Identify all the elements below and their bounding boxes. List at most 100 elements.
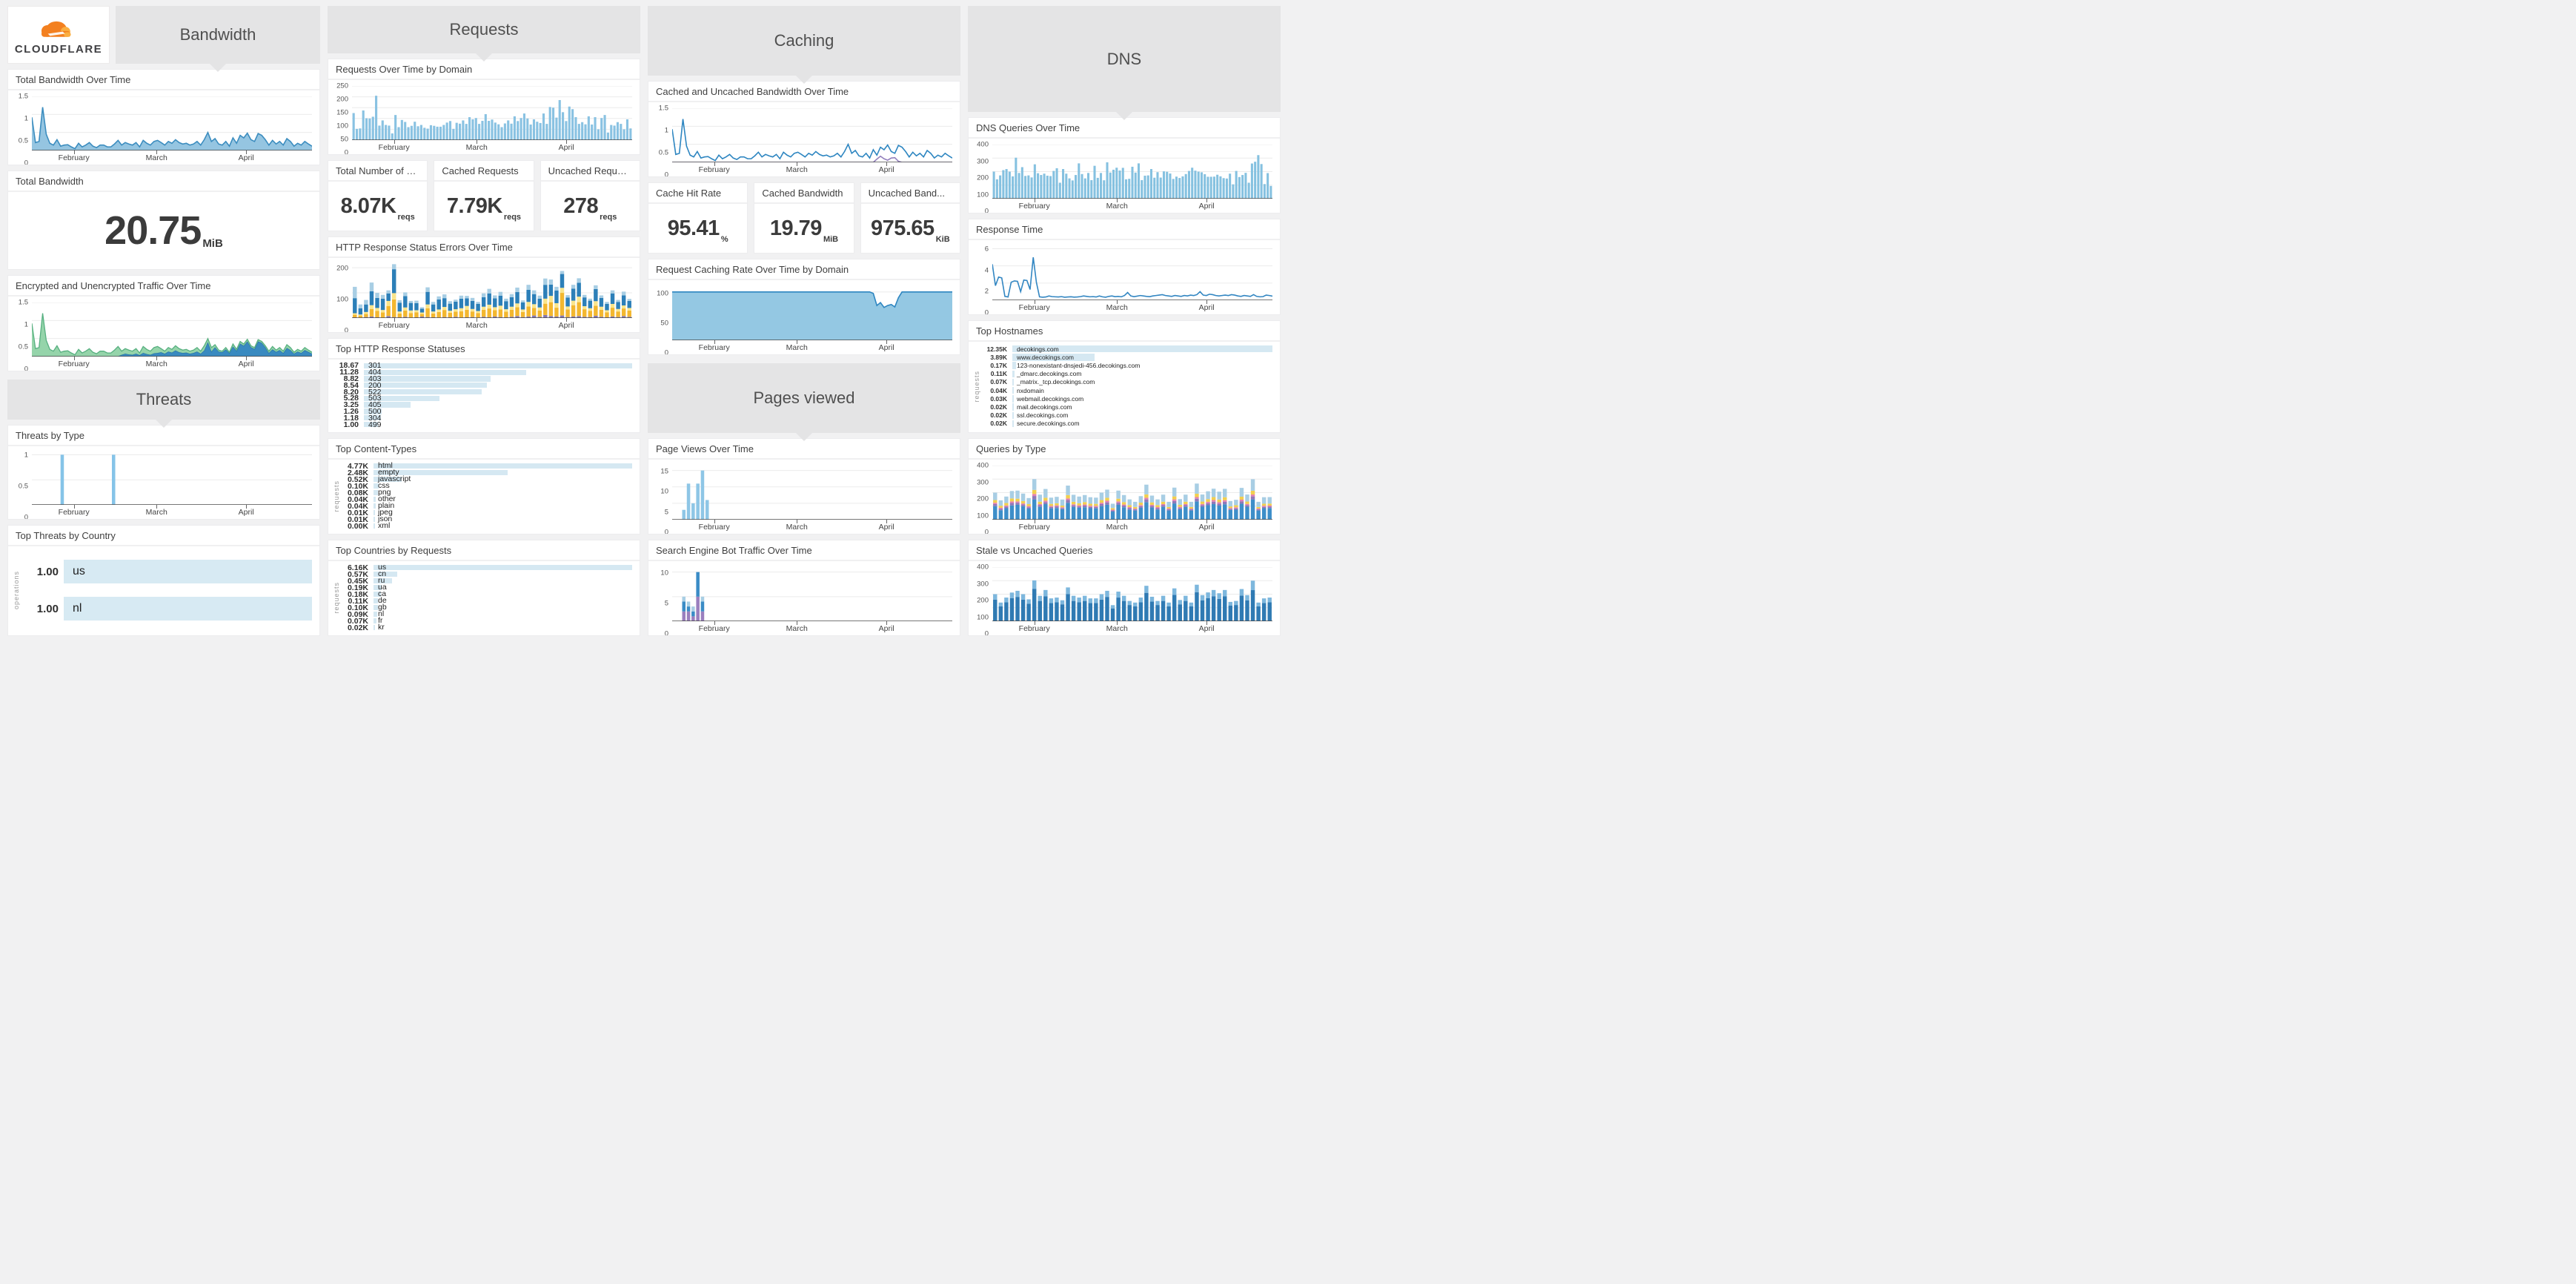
x-axis: February March April	[32, 505, 312, 517]
response-time-chart[interactable]: 6 4 2 0 February March April	[969, 240, 1280, 314]
stat-value: 278	[563, 193, 599, 218]
axis-label-text: operations	[12, 570, 20, 610]
caching-rate-chart[interactable]: 100 50 0 February March April	[648, 280, 960, 354]
row-bar-track: decokings.com	[1012, 345, 1272, 353]
panel-title: Total Bandwidth Over Time	[8, 70, 319, 90]
row-bar	[374, 584, 382, 591]
top-http-statuses-list[interactable]: 18.67 301 11.28 404 8.82 403 8.54 200 8.20 522 5.2…	[328, 360, 640, 432]
list-item: 3.25 405	[331, 400, 632, 409]
panel-top-http-statuses: Top HTTP Response Statuses 18.67 301 11.28…	[328, 338, 640, 433]
section-header-dns[interactable]: DNS	[968, 6, 1281, 112]
y-tick-label: 200	[977, 596, 989, 605]
x-axis-label: February	[58, 508, 90, 517]
row-bar	[374, 578, 393, 584]
dns-queries-chart[interactable]: 400 300 200 100 0 February March April	[969, 139, 1280, 213]
list-item: 0.45K ru	[341, 576, 632, 586]
x-tick	[1117, 520, 1118, 523]
row-label: xml	[378, 521, 391, 531]
list-item: 6.16K us	[341, 563, 632, 572]
row-value: 0.11K	[990, 370, 1007, 378]
row-label: ca	[378, 589, 387, 599]
section-header-requests[interactable]: Requests	[328, 6, 640, 53]
chart-canvas	[352, 86, 632, 140]
row-bar	[1012, 420, 1015, 428]
requests-over-time-chart[interactable]: 250 200 150 100 50 0 February March April	[328, 80, 640, 154]
x-axis-label: February	[58, 153, 90, 162]
axis-label-text: requests	[332, 480, 340, 512]
row-bar-track: _matrix._tcp.decokings.com	[1012, 378, 1272, 385]
row-bar	[64, 597, 312, 621]
row-label: nxdomain	[1017, 386, 1044, 394]
column-caching: Caching Cached and Uncached Bandwidth Ov…	[648, 6, 960, 636]
list-item: 1.00 499	[331, 420, 632, 429]
row-value: 0.02K	[347, 623, 368, 632]
row-bar	[364, 421, 379, 428]
y-tick-label: 100	[977, 191, 989, 199]
row-bar	[374, 503, 376, 509]
cached-uncached-bandwidth-chart[interactable]: 1.5 1 0.5 0 February March April	[648, 102, 960, 176]
row-label: decokings.com	[1017, 345, 1059, 353]
chart-plot	[992, 466, 1272, 520]
top-countries-list[interactable]: requests 6.16K us 0.57K cn 0.45K ru 0.19K ua 0.18…	[328, 561, 640, 635]
row-value: 1.26	[343, 406, 359, 416]
row-bar	[364, 408, 382, 414]
y-tick-label: 0	[24, 365, 28, 371]
row-bar-track: cn	[374, 569, 632, 578]
bandwidth-over-time-chart[interactable]: 1.5 1 0.5 0 February March April	[8, 90, 319, 165]
x-axis-label: April	[238, 153, 254, 162]
uncached-requests-stat: 278 reqs	[541, 182, 640, 231]
cloudflare-logo[interactable]: CLOUDFLARE	[7, 6, 110, 64]
bot-traffic-chart[interactable]: 10 5 0 February March April	[648, 561, 960, 635]
x-tick	[73, 505, 75, 509]
y-tick-label: 5	[664, 508, 668, 517]
list-item: 0.03K webmail.decokings.com	[981, 394, 1272, 403]
top-content-types-list[interactable]: requests 4.77K html 2.48K empty 0.52K javascri…	[328, 460, 640, 534]
encrypted-traffic-chart[interactable]: 1.5 1 0.5 0 February March April	[8, 297, 319, 371]
section-header-bandwidth[interactable]: Bandwidth	[116, 6, 320, 64]
row-bar-track: kr	[374, 623, 632, 632]
top-hostnames-list[interactable]: requests 12.35K decokings.com 3.89K www.deco…	[969, 342, 1280, 432]
page-views-chart[interactable]: 15 10 5 0 February March April	[648, 460, 960, 534]
queries-by-type-chart[interactable]: 400 300 200 100 0 February March April	[969, 460, 1280, 534]
stale-vs-uncached-chart[interactable]: 400 300 200 100 0 February March April	[969, 561, 1280, 635]
chart-canvas	[32, 96, 312, 150]
x-axis: February March April	[992, 520, 1272, 532]
row-bar	[364, 388, 482, 395]
x-tick	[566, 318, 568, 322]
panel-uncached-requests: Uncached Requests 278 reqs	[540, 160, 640, 231]
y-tick-label: 50	[660, 319, 668, 328]
row-bar-track: secure.decokings.com	[1012, 420, 1272, 427]
x-tick	[246, 357, 248, 360]
y-tick-label: 15	[660, 467, 668, 476]
top-threats-by-country-list[interactable]: operations 1.00 us 1.00 nl	[8, 546, 319, 635]
section-header-caching[interactable]: Caching	[648, 6, 960, 76]
stat-unit: %	[720, 235, 728, 244]
x-axis-label: February	[698, 624, 730, 633]
row-label: 304	[368, 413, 382, 423]
section-header-threats[interactable]: Threats	[7, 380, 320, 420]
x-axis-label: April	[878, 343, 894, 352]
row-bar-track: css	[374, 481, 632, 490]
threats-by-type-chart[interactable]: 1 0.5 0 February March April	[8, 446, 319, 519]
list-item: 0.18K ca	[341, 589, 632, 599]
row-bar-track: empty	[374, 468, 632, 477]
row-value: 11.28	[339, 368, 359, 377]
row-bar-track: 405	[364, 400, 632, 409]
x-tick	[1206, 300, 1208, 304]
x-axis: February March April	[672, 162, 952, 175]
row-label: javascript	[378, 474, 411, 484]
x-tick	[156, 505, 158, 509]
row-bar	[374, 469, 508, 476]
row-label: ru	[378, 576, 385, 586]
x-tick	[1206, 199, 1208, 202]
section-header-pages-viewed[interactable]: Pages viewed	[648, 363, 960, 433]
chart-plot	[32, 96, 312, 150]
row-bar-track: 503	[364, 394, 632, 403]
http-errors-chart[interactable]: 200 100 0 February March April	[328, 258, 640, 332]
row-label: html	[378, 461, 393, 471]
list-item: 0.52K javascript	[341, 474, 632, 484]
x-tick	[886, 520, 888, 523]
chart-plot	[672, 466, 952, 520]
panel-title: Top Countries by Requests	[328, 540, 640, 561]
stat-unit: reqs	[503, 213, 522, 222]
